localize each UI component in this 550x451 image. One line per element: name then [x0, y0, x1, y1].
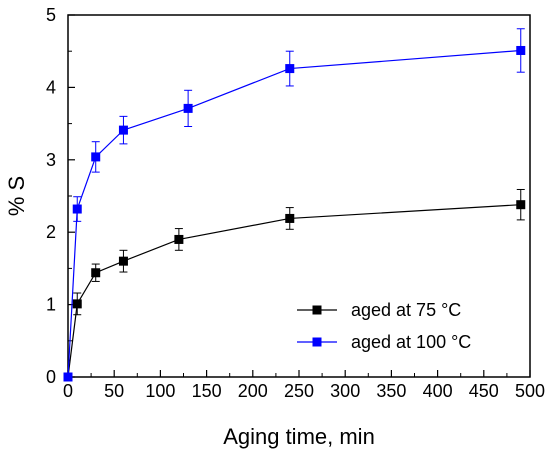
- x-tick-label: 450: [469, 381, 499, 401]
- x-tick-label: 400: [423, 381, 453, 401]
- legend-marker: [312, 305, 322, 315]
- data-point: [72, 204, 82, 214]
- data-point: [183, 103, 193, 113]
- data-point: [516, 45, 526, 55]
- x-tick-label: 300: [330, 381, 360, 401]
- series-1: [63, 188, 526, 382]
- y-tick-label: 1: [46, 295, 56, 315]
- data-point: [118, 256, 128, 266]
- x-tick-label: 350: [376, 381, 406, 401]
- data-series: [63, 28, 526, 382]
- x-tick-label: 150: [192, 381, 222, 401]
- legend: aged at 75 °C aged at 100 °C: [297, 300, 471, 352]
- legend-entry: aged at 100 °C: [297, 332, 471, 352]
- plot-frame: [67, 14, 531, 378]
- data-point: [285, 64, 295, 74]
- data-point: [91, 268, 101, 278]
- data-point: [118, 125, 128, 135]
- legend-label: aged at 100 °C: [351, 332, 471, 352]
- x-tick-label: 250: [284, 381, 314, 401]
- series-2: [63, 28, 526, 382]
- x-tick-label: 0: [63, 381, 73, 401]
- legend-marker: [312, 337, 322, 347]
- y-tick-label: 0: [46, 367, 56, 387]
- x-tick-label: 200: [238, 381, 268, 401]
- legend-entry: aged at 75 °C: [297, 300, 461, 320]
- data-point: [91, 152, 101, 162]
- series-line: [67, 49, 521, 378]
- x-tick-label: 100: [145, 381, 175, 401]
- y-tick-label: 3: [46, 150, 56, 170]
- y-tick-label: 5: [46, 5, 56, 25]
- x-tick-label: 50: [104, 381, 124, 401]
- y-tick-label: 4: [46, 77, 56, 97]
- y-axis-title: % S: [4, 176, 29, 216]
- axis-ticks: 0 50 100 150 200 250 300 350 400 450 500 0 1 2 3 4 5: [46, 5, 545, 401]
- data-point: [72, 299, 82, 309]
- data-point: [63, 372, 73, 382]
- y-tick-label: 2: [46, 222, 56, 242]
- data-point: [285, 213, 295, 223]
- data-point: [174, 234, 184, 244]
- legend-label: aged at 75 °C: [351, 300, 461, 320]
- x-tick-label: 500: [515, 381, 545, 401]
- data-point: [516, 200, 526, 210]
- x-axis-title: Aging time, min: [223, 424, 375, 449]
- plot-border: [67, 14, 531, 378]
